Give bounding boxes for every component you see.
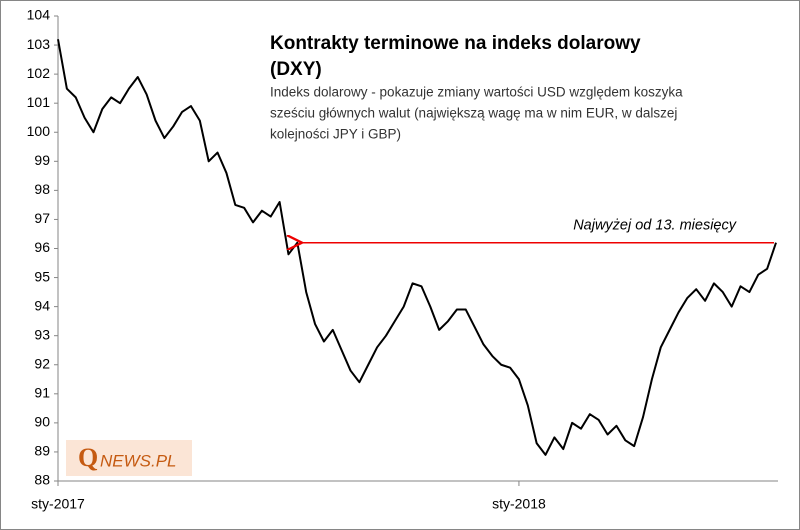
logo-text: NEWS.PL bbox=[100, 451, 177, 470]
y-tick-label: 100 bbox=[27, 123, 51, 139]
y-tick-label: 94 bbox=[34, 297, 50, 313]
chart-title: Kontrakty terminowe na indeks dolarowy bbox=[270, 33, 641, 54]
x-tick-label: sty-2017 bbox=[31, 496, 85, 512]
y-tick-label: 104 bbox=[27, 7, 51, 23]
x-tick-label: sty-2018 bbox=[492, 496, 546, 512]
line bbox=[57, 39, 777, 456]
subtitle: sześciu głównych walut (największą wagę … bbox=[270, 106, 677, 121]
subtitle: Indeks dolarowy - pokazuje zmiany wartoś… bbox=[270, 85, 683, 100]
y-tick-label: 102 bbox=[27, 65, 51, 81]
y-tick-label: 93 bbox=[34, 326, 50, 342]
y-tick-label: 97 bbox=[34, 210, 50, 226]
logo-box bbox=[66, 440, 192, 476]
y-tick-label: 92 bbox=[34, 355, 50, 371]
y-tick-label: 89 bbox=[34, 443, 50, 459]
y-tick-label: 101 bbox=[27, 94, 51, 110]
subtitle: kolejności JPY i GBP) bbox=[270, 127, 401, 142]
y-tick-label: 96 bbox=[34, 239, 50, 255]
y-tick-label: 103 bbox=[27, 36, 51, 52]
y-tick-label: 99 bbox=[34, 152, 50, 168]
y-tick-label: 95 bbox=[34, 268, 50, 284]
y-tick-label: 98 bbox=[34, 181, 50, 197]
logo-initial: Q bbox=[78, 443, 98, 472]
y-tick-label: 90 bbox=[34, 414, 50, 430]
annotation: Najwyżej od 13. miesięcy bbox=[573, 218, 737, 234]
y-tick-label: 88 bbox=[34, 472, 50, 488]
chart-title: (DXY) bbox=[270, 59, 322, 80]
y-tick-label: 91 bbox=[34, 385, 50, 401]
